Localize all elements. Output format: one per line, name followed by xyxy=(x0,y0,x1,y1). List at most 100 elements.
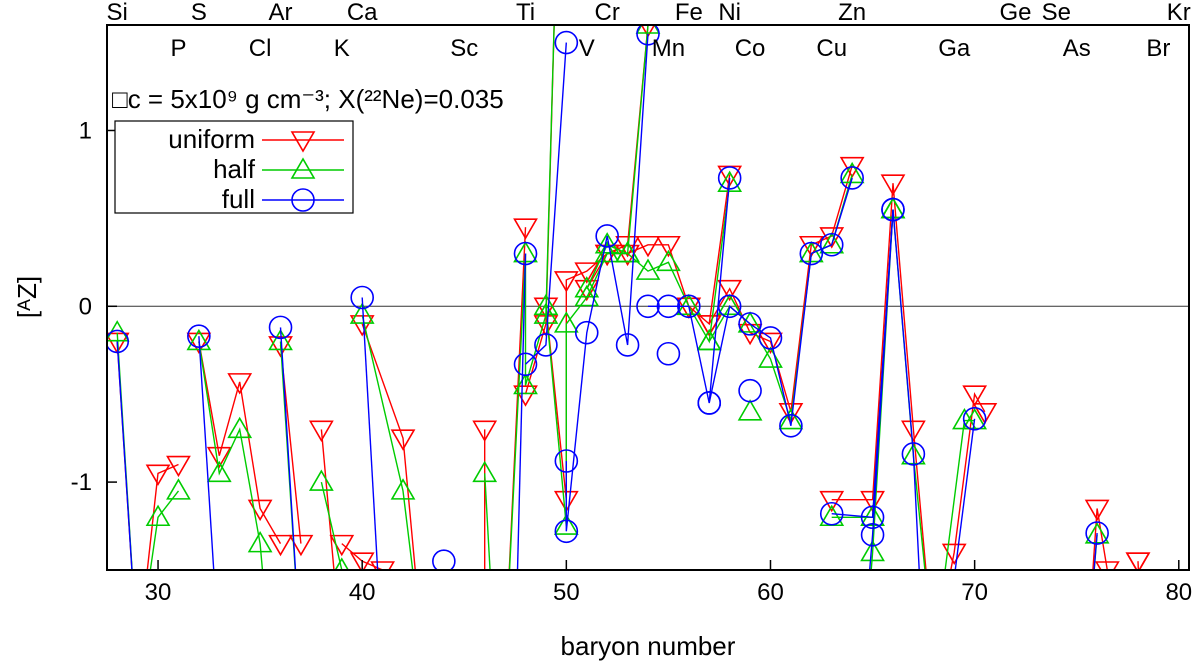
series-line-uniform xyxy=(545,174,731,500)
data-point-uniform xyxy=(390,429,416,451)
element-label: Se xyxy=(1042,0,1071,26)
data-point-uniform xyxy=(758,332,783,355)
data-point-full xyxy=(799,241,824,266)
element-label: V xyxy=(579,35,595,62)
series-line-half xyxy=(361,314,414,570)
element-label: Cl xyxy=(249,35,272,62)
data-point-half xyxy=(186,328,212,351)
element-label: Zn xyxy=(838,0,866,26)
data-point-uniform xyxy=(1125,552,1151,570)
series-line-uniform xyxy=(708,165,853,412)
data-point-full xyxy=(819,501,844,526)
data-point-uniform xyxy=(1094,561,1120,570)
data-point-uniform xyxy=(145,464,171,486)
data-point-full xyxy=(350,285,374,310)
data-point-full xyxy=(513,241,538,266)
data-point-uniform xyxy=(798,235,824,258)
data-point-uniform xyxy=(819,490,845,513)
data-point-half xyxy=(166,478,191,500)
data-point-uniform xyxy=(839,156,865,179)
series-line-uniform xyxy=(146,463,179,570)
data-point-uniform xyxy=(778,402,804,425)
series-line-uniform xyxy=(831,183,927,570)
series-line-full xyxy=(1093,533,1098,570)
x-tick-label: 70 xyxy=(961,579,988,606)
data-point-uniform xyxy=(513,385,538,407)
data-point-half xyxy=(737,311,763,333)
data-point-half xyxy=(574,276,600,298)
density-annotation: □c = 5x10⁹ g cm⁻³; X(²²Ne)=0.035 xyxy=(112,84,504,114)
element-label: Fe xyxy=(675,0,703,26)
data-point-half xyxy=(145,504,171,527)
data-point-half xyxy=(778,407,804,430)
element-label: As xyxy=(1063,35,1091,62)
data-point-uniform xyxy=(472,420,498,442)
data-point-full xyxy=(677,294,701,319)
series-line-uniform xyxy=(1137,561,1140,570)
element-label: Ni xyxy=(718,0,741,26)
data-point-half xyxy=(962,407,988,430)
data-point-half xyxy=(635,25,661,34)
x-tick-label: 40 xyxy=(349,579,376,606)
data-point-uniform xyxy=(1084,499,1110,522)
series-line-full xyxy=(516,253,527,570)
data-point-full xyxy=(534,333,558,357)
element-labels: Si S Ar Ca Ti Cr Fe Ni Zn Ge Se Kr P Cl K Sc V Mn Co Cu Ga As… xyxy=(107,0,1191,62)
x-tick-label: 60 xyxy=(757,579,784,606)
data-point-half xyxy=(472,460,498,483)
data-point-full xyxy=(1085,521,1109,545)
series-line-half xyxy=(831,209,926,570)
series-line-half xyxy=(944,419,975,570)
data-point-uniform xyxy=(574,262,600,284)
data-point-full xyxy=(636,25,660,46)
data-point-full xyxy=(717,166,742,190)
data-point-uniform xyxy=(962,385,988,407)
series-line-full xyxy=(868,209,894,570)
data-point-half xyxy=(717,170,743,193)
data-point-full xyxy=(819,232,844,257)
data-point-uniform xyxy=(901,420,926,442)
series-line-half xyxy=(198,341,264,570)
series-full xyxy=(107,25,1109,570)
legend-marker xyxy=(291,188,315,212)
data-point-half xyxy=(533,293,559,316)
x-tick-label: 50 xyxy=(553,579,580,606)
series-line-full xyxy=(198,336,215,570)
data-point-uniform xyxy=(553,271,579,293)
data-point-half xyxy=(334,557,350,570)
series-line-half xyxy=(320,481,343,570)
data-point-uniform xyxy=(308,420,334,442)
series-line-half xyxy=(545,183,731,527)
data-point-half xyxy=(656,249,681,272)
element-label: Kr xyxy=(1167,0,1191,26)
data-point-uniform xyxy=(227,373,253,395)
data-point-uniform xyxy=(635,235,661,258)
data-point-uniform xyxy=(349,552,375,570)
series-line-full xyxy=(565,33,649,532)
data-point-uniform xyxy=(166,455,191,478)
data-point-half xyxy=(553,513,579,535)
element-label: Si xyxy=(107,0,128,26)
data-point-uniform xyxy=(206,446,232,469)
data-point-half xyxy=(717,293,743,316)
data-point-half xyxy=(676,293,702,316)
series-line-full xyxy=(708,177,853,426)
data-point-full xyxy=(738,378,762,403)
legend-label: half xyxy=(213,154,256,184)
legend-marker xyxy=(290,157,316,179)
data-point-uniform xyxy=(513,218,538,240)
data-point-half xyxy=(268,328,293,351)
series-line-uniform xyxy=(320,429,335,570)
series-line-full xyxy=(954,418,976,570)
series-line-half xyxy=(484,473,491,570)
data-point-uniform xyxy=(370,561,395,570)
series-line-full xyxy=(279,327,297,570)
data-point-uniform xyxy=(696,315,722,337)
data-point-uniform xyxy=(574,279,600,302)
data-point-full xyxy=(574,320,599,345)
data-point-uniform xyxy=(555,0,577,1)
data-point-half xyxy=(860,539,885,562)
element-label: Cu xyxy=(816,35,847,62)
data-point-full xyxy=(656,294,681,319)
element-label: Mn xyxy=(652,35,685,62)
